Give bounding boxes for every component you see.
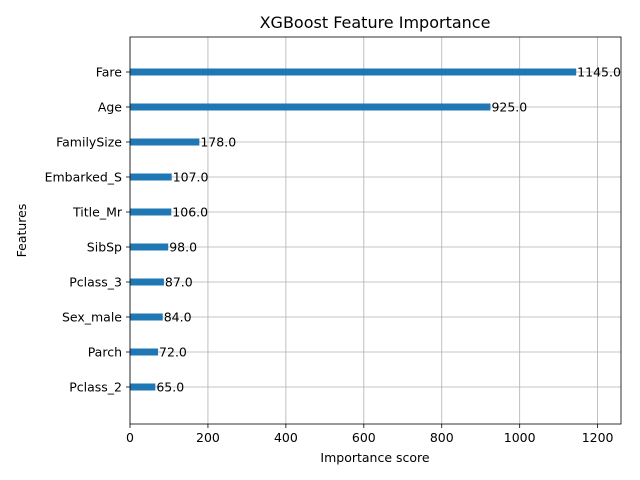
bar-value-label: 106.0 (172, 205, 208, 220)
y-tick-layer: Fare Age FamilySize Embarked_S Title_Mr SibSp… (45, 65, 130, 395)
y-tick-label: FamilySize (56, 135, 122, 150)
y-tick-label: Title_Mr (72, 205, 123, 220)
bar-label-layer: 1145.0 925.0 178.0 107.0 106.0 98.0 87.0 84.0 72… (156, 65, 621, 395)
bar-pclass-2 (130, 383, 156, 391)
x-axis-label: Importance score (320, 450, 430, 465)
bar-value-label: 72.0 (159, 345, 187, 360)
bar-pclass-3 (130, 278, 164, 286)
x-tick-label: 200 (196, 430, 220, 445)
bar-sex-male (130, 313, 163, 321)
y-tick-label: Fare (96, 65, 123, 80)
y-axis-label: Features (14, 204, 29, 258)
bar-familysize (130, 138, 200, 146)
bar-value-label: 178.0 (200, 135, 236, 150)
y-tick-label: Sex_male (62, 310, 122, 325)
bar-parch (130, 348, 159, 356)
x-tick-label: 400 (274, 430, 298, 445)
bar-value-label: 107.0 (173, 170, 209, 185)
grid-layer (129, 37, 621, 424)
bar-value-label: 1145.0 (577, 65, 621, 80)
chart-title: XGBoost Feature Importance (260, 13, 491, 32)
plot-frame (129, 36, 622, 425)
x-tick-label: 1200 (582, 430, 614, 445)
bar-value-label: 98.0 (169, 240, 197, 255)
bar-layer (130, 68, 577, 391)
bar-value-label: 87.0 (165, 275, 193, 290)
bar-age (130, 103, 491, 111)
x-tick-label: 800 (430, 430, 454, 445)
y-tick-label: Age (98, 100, 122, 115)
bar-title-mr (130, 208, 172, 216)
y-tick-label: Pclass_2 (69, 380, 122, 395)
bar-value-label: 65.0 (156, 380, 184, 395)
x-tick-label: 600 (352, 430, 376, 445)
y-tick-label: Parch (88, 345, 122, 360)
bar-value-label: 84.0 (164, 310, 192, 325)
bar-sibsp (130, 243, 169, 251)
x-tick-label: 0 (126, 430, 134, 445)
y-tick-label: SibSp (87, 240, 122, 255)
x-tick-layer: 0 200 400 600 800 1000 1200 (126, 424, 614, 445)
x-tick-label: 1000 (504, 430, 536, 445)
y-tick-label: Embarked_S (45, 170, 122, 185)
bar-value-label: 925.0 (491, 100, 527, 115)
y-tick-label: Pclass_3 (69, 275, 122, 290)
bar-embarked-s (130, 173, 172, 181)
bar-fare (130, 68, 577, 76)
